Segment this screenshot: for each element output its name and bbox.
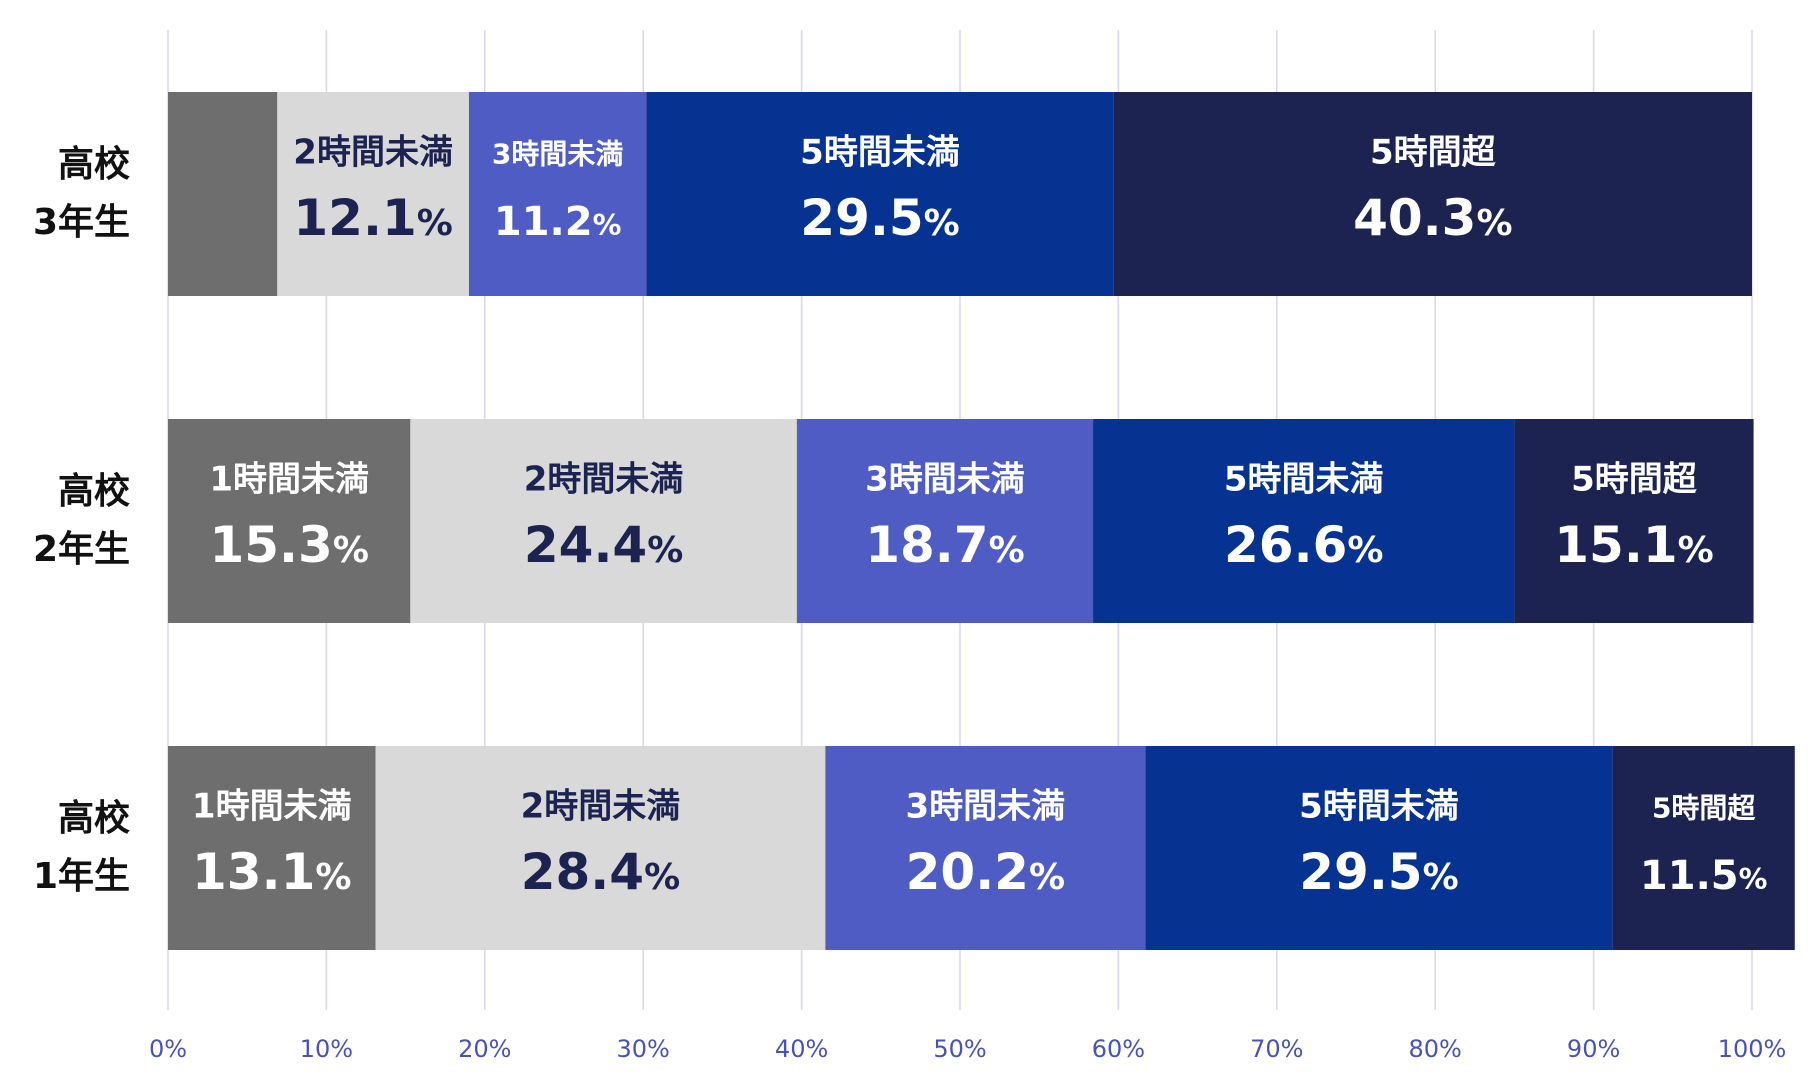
segment-value-percent: % bbox=[1029, 857, 1065, 898]
segment-category-label: 5時間未満 bbox=[1299, 786, 1459, 826]
x-tick-label: 40% bbox=[775, 1035, 828, 1063]
segment-value-percent: % bbox=[1476, 203, 1512, 244]
bar-segment bbox=[1093, 419, 1515, 623]
x-tick-label: 50% bbox=[933, 1035, 986, 1063]
segment-value-number: 15.3 bbox=[209, 516, 332, 574]
segment-category-label: 1時間未満 bbox=[192, 786, 352, 826]
row-label-line1: 高校 bbox=[58, 471, 130, 512]
segment-value-label: 11.5% bbox=[1640, 853, 1768, 899]
bar-segment bbox=[375, 746, 826, 950]
bar-segment bbox=[1612, 746, 1795, 950]
segment-value-label: 29.5% bbox=[1299, 843, 1458, 901]
row-label-line2: 1年生 bbox=[33, 856, 130, 897]
segment-category-label: 5時間未満 bbox=[800, 132, 960, 172]
x-tick-label: 10% bbox=[300, 1035, 353, 1063]
x-tick-label: 30% bbox=[617, 1035, 670, 1063]
segment-value-label: 20.2% bbox=[906, 843, 1065, 901]
row-label-line2: 3年生 bbox=[33, 202, 130, 243]
segment-value-number: 15.1 bbox=[1554, 516, 1677, 574]
bar-segment bbox=[168, 746, 376, 950]
x-axis-ticks: 0% 10% 20% 30% 40% 50% 60% 70% 80% 90% 100% bbox=[149, 1035, 1786, 1063]
bar-segment bbox=[825, 746, 1146, 950]
segment-value-percent: % bbox=[647, 530, 683, 571]
bar-segment bbox=[1113, 92, 1752, 296]
segment-value-number: 13.1 bbox=[192, 843, 315, 901]
segment-value-number: 18.7 bbox=[865, 516, 988, 574]
segment-value-number: 12.1 bbox=[293, 189, 416, 247]
segment-value-label: 15.1% bbox=[1554, 516, 1713, 574]
bar-segment bbox=[410, 419, 797, 623]
segment-value-percent: % bbox=[644, 857, 680, 898]
x-tick-label: 70% bbox=[1250, 1035, 1303, 1063]
segment-value-number: 28.4 bbox=[521, 843, 644, 901]
segment-value-number: 29.5 bbox=[1299, 843, 1422, 901]
segment-value-number: 20.2 bbox=[906, 843, 1029, 901]
segment-value-label: 24.4% bbox=[524, 516, 683, 574]
bars: 2時間未満12.1%3時間未満11.2%5時間未満29.5%5時間超40.3%1… bbox=[168, 92, 1795, 950]
segment-category-label: 2時間未満 bbox=[293, 132, 453, 172]
x-tick-label: 100% bbox=[1718, 1035, 1787, 1063]
x-tick-label: 60% bbox=[1092, 1035, 1145, 1063]
segment-value-label: 12.1% bbox=[293, 189, 452, 247]
segment-value-percent: % bbox=[1739, 862, 1768, 896]
x-tick-label: 0% bbox=[149, 1035, 187, 1063]
segment-value-number: 40.3 bbox=[1353, 189, 1476, 247]
segment-value-label: 28.4% bbox=[521, 843, 680, 901]
segment-value-percent: % bbox=[1678, 530, 1714, 571]
segment-value-percent: % bbox=[924, 203, 960, 244]
bar-segment bbox=[277, 92, 469, 296]
segment-category-label: 5時間超 bbox=[1652, 791, 1756, 824]
segment-category-label: 2時間未満 bbox=[524, 459, 684, 499]
segment-value-label: 15.3% bbox=[209, 516, 368, 574]
row-label-line1: 高校 bbox=[58, 798, 130, 839]
row-label-line2: 2年生 bbox=[33, 529, 130, 570]
segment-value-percent: % bbox=[333, 530, 369, 571]
segment-category-label: 3時間未満 bbox=[865, 459, 1025, 499]
segment-value-percent: % bbox=[417, 203, 453, 244]
segment-category-label: 3時間未満 bbox=[906, 786, 1066, 826]
segment-value-number: 11.2 bbox=[494, 199, 593, 245]
segment-category-label: 5時間超 bbox=[1370, 132, 1497, 172]
x-tick-label: 20% bbox=[458, 1035, 511, 1063]
segment-category-label: 2時間未満 bbox=[521, 786, 681, 826]
bar-segment bbox=[168, 419, 411, 623]
segment-category-label: 3時間未満 bbox=[492, 137, 623, 170]
segment-value-percent: % bbox=[1347, 530, 1383, 571]
segment-value-label: 13.1% bbox=[192, 843, 351, 901]
x-tick-label: 80% bbox=[1409, 1035, 1462, 1063]
segment-value-percent: % bbox=[315, 857, 351, 898]
segment-value-label: 26.6% bbox=[1224, 516, 1383, 574]
segment-value-number: 11.5 bbox=[1640, 853, 1739, 899]
bar-segment bbox=[646, 92, 1114, 296]
row-label-line1: 高校 bbox=[58, 144, 130, 185]
segment-category-label: 1時間未満 bbox=[209, 459, 369, 499]
bar-segment bbox=[1514, 419, 1754, 623]
segment-value-label: 18.7% bbox=[865, 516, 1024, 574]
bar-segment bbox=[168, 92, 278, 296]
segment-value-percent: % bbox=[989, 530, 1025, 571]
segment-value-percent: % bbox=[1423, 857, 1459, 898]
segment-value-label: 11.2% bbox=[494, 199, 622, 245]
segment-value-label: 40.3% bbox=[1353, 189, 1512, 247]
bar-segment bbox=[468, 92, 647, 296]
x-tick-label: 90% bbox=[1567, 1035, 1620, 1063]
segment-category-label: 5時間未満 bbox=[1224, 459, 1384, 499]
bar-segment bbox=[1145, 746, 1613, 950]
segment-value-number: 26.6 bbox=[1224, 516, 1347, 574]
bar-segment bbox=[796, 419, 1094, 623]
segment-value-number: 24.4 bbox=[524, 516, 647, 574]
segment-value-percent: % bbox=[593, 208, 622, 242]
segment-value-label: 29.5% bbox=[800, 189, 959, 247]
segment-value-number: 29.5 bbox=[800, 189, 923, 247]
segment-category-label: 5時間超 bbox=[1571, 459, 1698, 499]
